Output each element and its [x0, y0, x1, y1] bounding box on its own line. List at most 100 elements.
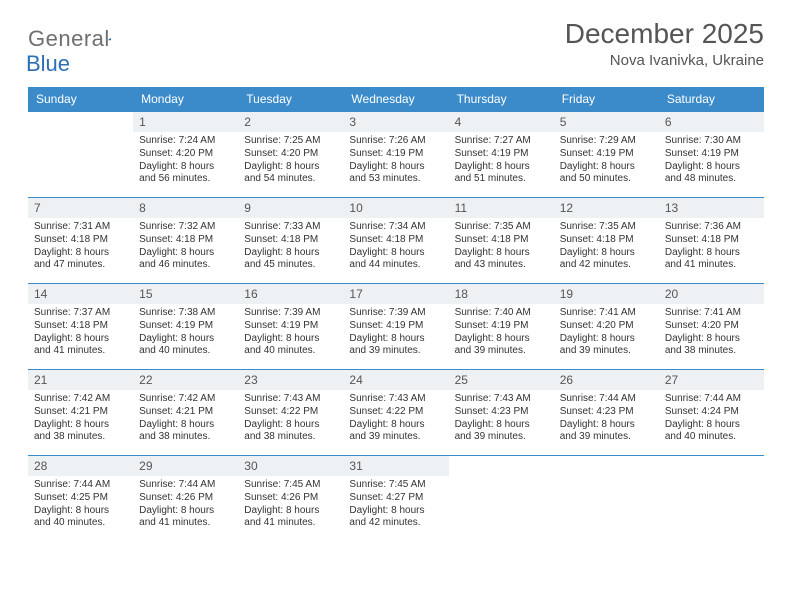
day-cell: 24Sunrise: 7:43 AMSunset: 4:22 PMDayligh… [343, 370, 448, 456]
day-cell: 11Sunrise: 7:35 AMSunset: 4:18 PMDayligh… [449, 198, 554, 284]
day-cell: 7Sunrise: 7:31 AMSunset: 4:18 PMDaylight… [28, 198, 133, 284]
day-details: Sunrise: 7:29 AMSunset: 4:19 PMDaylight:… [554, 132, 659, 190]
dayname-3: Wednesday [343, 87, 448, 112]
day-details: Sunrise: 7:36 AMSunset: 4:18 PMDaylight:… [659, 218, 764, 276]
logo-word-1: General [28, 26, 110, 52]
day-details: Sunrise: 7:43 AMSunset: 4:22 PMDaylight:… [343, 390, 448, 448]
day-number: 16 [238, 284, 343, 304]
day-number: 30 [238, 456, 343, 476]
day-number: 7 [28, 198, 133, 218]
day-cell: 27Sunrise: 7:44 AMSunset: 4:24 PMDayligh… [659, 370, 764, 456]
day-cell: 30Sunrise: 7:45 AMSunset: 4:26 PMDayligh… [238, 456, 343, 542]
dayname-5: Friday [554, 87, 659, 112]
day-number: 13 [659, 198, 764, 218]
dayname-4: Thursday [449, 87, 554, 112]
day-details: Sunrise: 7:35 AMSunset: 4:18 PMDaylight:… [554, 218, 659, 276]
day-cell [554, 456, 659, 542]
day-cell [28, 112, 133, 198]
day-details: Sunrise: 7:43 AMSunset: 4:23 PMDaylight:… [449, 390, 554, 448]
dayname-1: Monday [133, 87, 238, 112]
day-details: Sunrise: 7:38 AMSunset: 4:19 PMDaylight:… [133, 304, 238, 362]
dayname-0: Sunday [28, 87, 133, 112]
day-number: 18 [449, 284, 554, 304]
day-number: 25 [449, 370, 554, 390]
day-cell: 31Sunrise: 7:45 AMSunset: 4:27 PMDayligh… [343, 456, 448, 542]
day-number: 2 [238, 112, 343, 132]
week-row: 21Sunrise: 7:42 AMSunset: 4:21 PMDayligh… [28, 370, 764, 456]
day-details: Sunrise: 7:30 AMSunset: 4:19 PMDaylight:… [659, 132, 764, 190]
day-number: 27 [659, 370, 764, 390]
day-details: Sunrise: 7:45 AMSunset: 4:27 PMDaylight:… [343, 476, 448, 534]
day-cell: 4Sunrise: 7:27 AMSunset: 4:19 PMDaylight… [449, 112, 554, 198]
day-cell: 8Sunrise: 7:32 AMSunset: 4:18 PMDaylight… [133, 198, 238, 284]
day-number: 19 [554, 284, 659, 304]
day-cell: 23Sunrise: 7:43 AMSunset: 4:22 PMDayligh… [238, 370, 343, 456]
day-number: 10 [343, 198, 448, 218]
day-number: 22 [133, 370, 238, 390]
week-row: 14Sunrise: 7:37 AMSunset: 4:18 PMDayligh… [28, 284, 764, 370]
calendar-body: 1Sunrise: 7:24 AMSunset: 4:20 PMDaylight… [28, 112, 764, 542]
day-cell: 9Sunrise: 7:33 AMSunset: 4:18 PMDaylight… [238, 198, 343, 284]
day-cell: 12Sunrise: 7:35 AMSunset: 4:18 PMDayligh… [554, 198, 659, 284]
day-number: 3 [343, 112, 448, 132]
day-details: Sunrise: 7:44 AMSunset: 4:26 PMDaylight:… [133, 476, 238, 534]
day-number: 23 [238, 370, 343, 390]
day-details: Sunrise: 7:35 AMSunset: 4:18 PMDaylight:… [449, 218, 554, 276]
day-details: Sunrise: 7:42 AMSunset: 4:21 PMDaylight:… [133, 390, 238, 448]
day-details: Sunrise: 7:33 AMSunset: 4:18 PMDaylight:… [238, 218, 343, 276]
day-cell: 2Sunrise: 7:25 AMSunset: 4:20 PMDaylight… [238, 112, 343, 198]
title-block: December 2025 Nova Ivanivka, Ukraine [565, 18, 764, 69]
logo-triangle-icon [108, 30, 111, 48]
day-cell: 18Sunrise: 7:40 AMSunset: 4:19 PMDayligh… [449, 284, 554, 370]
day-cell: 26Sunrise: 7:44 AMSunset: 4:23 PMDayligh… [554, 370, 659, 456]
day-cell: 15Sunrise: 7:38 AMSunset: 4:19 PMDayligh… [133, 284, 238, 370]
day-details: Sunrise: 7:31 AMSunset: 4:18 PMDaylight:… [28, 218, 133, 276]
day-details: Sunrise: 7:37 AMSunset: 4:18 PMDaylight:… [28, 304, 133, 362]
day-cell: 21Sunrise: 7:42 AMSunset: 4:21 PMDayligh… [28, 370, 133, 456]
day-number: 17 [343, 284, 448, 304]
day-details: Sunrise: 7:39 AMSunset: 4:19 PMDaylight:… [238, 304, 343, 362]
day-cell: 29Sunrise: 7:44 AMSunset: 4:26 PMDayligh… [133, 456, 238, 542]
day-number: 11 [449, 198, 554, 218]
day-details: Sunrise: 7:41 AMSunset: 4:20 PMDaylight:… [554, 304, 659, 362]
day-number: 12 [554, 198, 659, 218]
day-number: 15 [133, 284, 238, 304]
day-details: Sunrise: 7:34 AMSunset: 4:18 PMDaylight:… [343, 218, 448, 276]
day-number: 26 [554, 370, 659, 390]
day-cell: 6Sunrise: 7:30 AMSunset: 4:19 PMDaylight… [659, 112, 764, 198]
week-row: 1Sunrise: 7:24 AMSunset: 4:20 PMDaylight… [28, 112, 764, 198]
day-details: Sunrise: 7:27 AMSunset: 4:19 PMDaylight:… [449, 132, 554, 190]
day-cell [659, 456, 764, 542]
day-details: Sunrise: 7:44 AMSunset: 4:25 PMDaylight:… [28, 476, 133, 534]
day-number: 9 [238, 198, 343, 218]
day-number: 29 [133, 456, 238, 476]
day-cell: 13Sunrise: 7:36 AMSunset: 4:18 PMDayligh… [659, 198, 764, 284]
day-number: 24 [343, 370, 448, 390]
dayname-2: Tuesday [238, 87, 343, 112]
day-details: Sunrise: 7:42 AMSunset: 4:21 PMDaylight:… [28, 390, 133, 448]
week-row: 28Sunrise: 7:44 AMSunset: 4:25 PMDayligh… [28, 456, 764, 542]
day-cell: 28Sunrise: 7:44 AMSunset: 4:25 PMDayligh… [28, 456, 133, 542]
day-number: 21 [28, 370, 133, 390]
day-number: 4 [449, 112, 554, 132]
day-cell [449, 456, 554, 542]
day-cell: 19Sunrise: 7:41 AMSunset: 4:20 PMDayligh… [554, 284, 659, 370]
logo-word-2: Blue [26, 51, 70, 77]
day-cell: 20Sunrise: 7:41 AMSunset: 4:20 PMDayligh… [659, 284, 764, 370]
day-details: Sunrise: 7:44 AMSunset: 4:24 PMDaylight:… [659, 390, 764, 448]
day-number: 1 [133, 112, 238, 132]
day-cell: 14Sunrise: 7:37 AMSunset: 4:18 PMDayligh… [28, 284, 133, 370]
week-row: 7Sunrise: 7:31 AMSunset: 4:18 PMDaylight… [28, 198, 764, 284]
day-details: Sunrise: 7:32 AMSunset: 4:18 PMDaylight:… [133, 218, 238, 276]
day-number: 6 [659, 112, 764, 132]
day-details: Sunrise: 7:43 AMSunset: 4:22 PMDaylight:… [238, 390, 343, 448]
dayname-6: Saturday [659, 87, 764, 112]
day-cell: 16Sunrise: 7:39 AMSunset: 4:19 PMDayligh… [238, 284, 343, 370]
day-cell: 25Sunrise: 7:43 AMSunset: 4:23 PMDayligh… [449, 370, 554, 456]
calendar-table: SundayMondayTuesdayWednesdayThursdayFrid… [28, 87, 764, 542]
day-cell: 17Sunrise: 7:39 AMSunset: 4:19 PMDayligh… [343, 284, 448, 370]
logo: General [28, 26, 130, 52]
page-title: December 2025 [565, 18, 764, 50]
day-details: Sunrise: 7:41 AMSunset: 4:20 PMDaylight:… [659, 304, 764, 362]
day-cell: 5Sunrise: 7:29 AMSunset: 4:19 PMDaylight… [554, 112, 659, 198]
